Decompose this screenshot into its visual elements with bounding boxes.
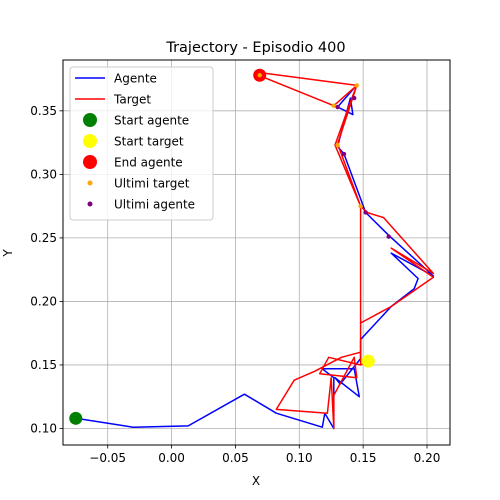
legend-label-start-target: Start target: [114, 135, 184, 149]
legend: Agente Target Start agente Start target End …: [69, 66, 214, 221]
ultimi-target-point: [257, 73, 262, 78]
legend-label-target: Target: [113, 93, 151, 107]
ultimi-agente-point: [352, 95, 357, 101]
y-tick-label: 0.15: [30, 358, 57, 372]
legend-label-end-agente: End agente: [114, 156, 183, 170]
ultimi-target-point: [354, 83, 359, 88]
legend-swatch-ultimi-target: [87, 180, 93, 186]
y-tick-label: 0.20: [30, 294, 57, 308]
y-tick-label: 0.25: [30, 231, 57, 245]
y-tick-label: 0.35: [30, 104, 57, 118]
ultimi-target-point: [358, 203, 363, 209]
ultimi-agente-point: [341, 151, 347, 157]
y-tick-label: 0.30: [30, 167, 57, 181]
ultimi-agente-point: [335, 104, 340, 110]
start-target-marker: [361, 354, 375, 368]
legend-swatch-ultimi-agente: [87, 201, 93, 207]
legend-label-ultimi-agente: Ultimi agente: [114, 198, 195, 212]
x-tick-label: 0.10: [286, 451, 313, 465]
legend-swatch-start-target: [83, 134, 97, 148]
legend-label-start-agente: Start agente: [114, 114, 189, 128]
ultimi-agente-point: [386, 234, 391, 239]
start-agente-marker: [69, 411, 83, 425]
ultimi-target-point: [335, 142, 340, 148]
legend-box: [69, 66, 214, 221]
grid: [63, 60, 450, 445]
y-tick-label: 0.10: [30, 421, 57, 435]
plot-data: [69, 68, 435, 430]
legend-label-ultimi-target: Ultimi target: [114, 177, 190, 191]
y-axis-label: Y: [1, 249, 15, 258]
legend-label-agente: Agente: [114, 72, 157, 86]
chart-title: Trajectory - Episodio 400: [165, 40, 345, 56]
x-tick-label: 0.05: [222, 451, 249, 465]
ultimi-agente-point: [363, 210, 368, 215]
legend-swatch-start-agente: [83, 113, 97, 127]
axis-ticks: −0.05 0.00 0.05 0.10 0.15 0.20 0.10 0.15 0.20 0.2…: [30, 104, 440, 465]
x-tick-label: 0.00: [158, 451, 185, 465]
x-tick-label: 0.15: [350, 451, 377, 465]
target-line: [257, 71, 435, 430]
x-axis-label: X: [252, 474, 260, 488]
x-tick-label: 0.20: [414, 451, 441, 465]
x-tick-label: −0.05: [89, 451, 126, 465]
legend-swatch-end-agente: [83, 155, 97, 169]
ultimi-target-point: [331, 103, 336, 108]
plot-frame: [62, 59, 451, 446]
